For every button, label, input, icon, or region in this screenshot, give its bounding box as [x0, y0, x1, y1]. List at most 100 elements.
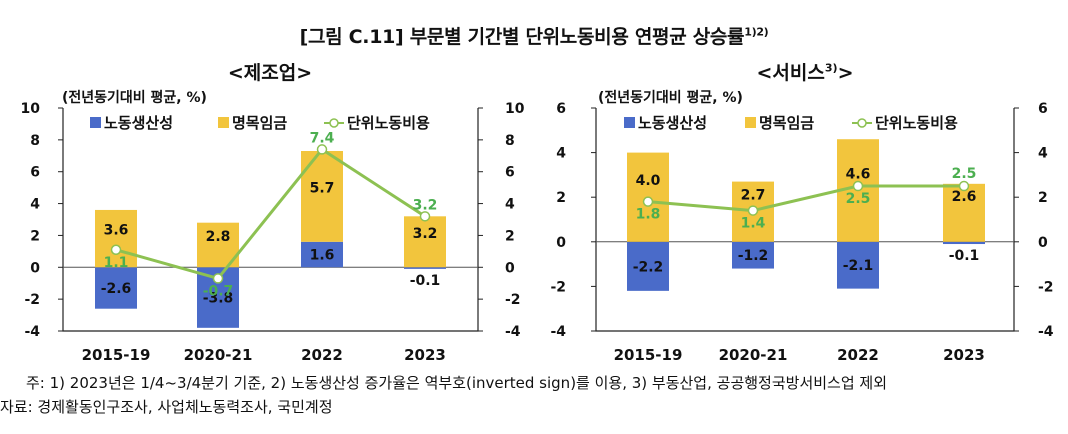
bar-productivity — [732, 241, 774, 269]
plot-frame — [595, 108, 1015, 332]
data-label-productivity: -2.2 — [633, 259, 664, 275]
y-tick-label-left: 2 — [556, 190, 566, 206]
legend-swatch-wage — [218, 117, 229, 128]
data-label-wage: 2.8 — [206, 229, 231, 245]
data-label-ulc: 3.2 — [413, 197, 438, 213]
point-ulc — [747, 205, 759, 216]
point-ulc — [110, 244, 122, 256]
y-tick-label-right: 0 — [505, 260, 515, 276]
y-axis-unit-right: (전년동기대비 평균, %) — [598, 90, 743, 106]
category-label: 2020-21 — [184, 346, 253, 364]
y-tick-label-right: 6 — [505, 165, 515, 181]
category-label: 2015-19 — [614, 346, 683, 364]
legend-swatch-productivity — [624, 117, 635, 128]
legend-swatch-productivity — [90, 117, 101, 128]
y-tick-label-left: 2 — [30, 228, 40, 244]
y-tick-label-right: 4 — [1038, 146, 1048, 162]
y-tick-label-right: -2 — [505, 292, 521, 308]
y-tick-label-left: -4 — [24, 324, 40, 340]
category-label: 2022 — [301, 346, 343, 364]
data-label-wage: 3.6 — [104, 223, 129, 239]
source-note: 자료: 경제활동인구조사, 사업체노동력조사, 국민계정 — [0, 398, 333, 416]
data-label-productivity: -2.1 — [843, 258, 874, 274]
data-label-ulc: 1.8 — [636, 207, 661, 223]
y-tick-label-left: -2 — [550, 279, 566, 295]
point-ulc — [958, 180, 970, 192]
y-tick-label-left: 4 — [556, 146, 566, 162]
panel-title-services: <서비스3)> — [756, 61, 854, 84]
bar-productivity — [404, 267, 446, 269]
legend-marker-ulc — [857, 118, 867, 128]
data-label-productivity: 1.6 — [310, 248, 335, 264]
category-label: 2020-21 — [719, 346, 788, 364]
data-label-productivity: -2.6 — [101, 281, 132, 297]
category-label: 2023 — [404, 346, 446, 364]
category-label: 2022 — [837, 346, 879, 364]
y-tick-label-left: -4 — [550, 324, 566, 340]
y-tick-label-left: 10 — [21, 101, 41, 117]
bar-wage — [943, 183, 985, 242]
y-tick-label-left: 6 — [30, 165, 40, 181]
data-label-wage: 3.2 — [413, 226, 438, 242]
y-tick-label-left: 0 — [30, 260, 40, 276]
data-label-wage: 4.0 — [636, 173, 661, 189]
y-tick-label-right: -2 — [1038, 279, 1054, 295]
bar-productivity — [943, 241, 985, 245]
point-ulc — [419, 211, 431, 222]
y-tick-label-left: 4 — [30, 197, 40, 213]
y-tick-label-left: 8 — [30, 133, 40, 149]
y-tick-label-right: 6 — [1038, 101, 1048, 117]
point-ulc — [852, 180, 864, 192]
y-tick-label-right: -4 — [1038, 324, 1054, 340]
legend-label-ulc: 단위노동비용 — [875, 114, 958, 132]
y-tick-label-right: -4 — [505, 324, 521, 340]
data-label-ulc: 1.1 — [104, 255, 129, 271]
y-tick-label-right: 4 — [505, 197, 515, 213]
category-label: 2023 — [943, 346, 985, 364]
y-tick-label-right: 2 — [1038, 190, 1048, 206]
y-tick-label-left: 6 — [556, 101, 566, 117]
legend-label-wage: 명목임금 — [232, 114, 287, 132]
data-label-ulc: 2.5 — [846, 191, 871, 207]
data-label-ulc: 7.4 — [310, 130, 335, 146]
legend-marker-ulc — [329, 118, 339, 128]
data-label-wage: 5.7 — [310, 180, 335, 196]
bar-productivity — [837, 241, 879, 289]
data-label-ulc: 2.5 — [952, 166, 977, 182]
bar-productivity — [627, 241, 669, 291]
figure-title: [그림 C.11] 부문별 기간별 단위노동비용 연평균 상승률1)2) — [299, 25, 769, 48]
data-label-productivity: -1.2 — [738, 248, 769, 264]
footnote: 주: 1) 2023년은 1/4~3/4분기 기준, 2) 노동생산성 증가율은… — [26, 374, 888, 392]
data-label-productivity: -0.1 — [949, 248, 980, 264]
legend-label-productivity: 노동생산성 — [104, 114, 173, 132]
legend-label-wage: 명목임금 — [759, 114, 814, 132]
panel-title-manufacturing: <제조업> — [227, 62, 313, 84]
bar-wage — [404, 216, 446, 268]
data-label-ulc: 1.4 — [741, 216, 766, 232]
data-label-wage: 2.6 — [952, 189, 977, 205]
legend-swatch-wage — [745, 117, 756, 128]
line-ulc — [647, 184, 964, 213]
bar-wage — [95, 209, 137, 268]
y-axis-unit-left: (전년동기대비 평균, %) — [62, 90, 207, 106]
y-tick-label-left: 0 — [556, 235, 566, 251]
data-label-wage: 4.6 — [846, 167, 871, 183]
category-label: 2015-19 — [82, 346, 151, 364]
point-ulc — [316, 144, 328, 155]
data-label-productivity: -3.8 — [203, 291, 234, 307]
plot-frame — [62, 108, 479, 332]
y-tick-label-right: 0 — [1038, 235, 1048, 251]
bar-productivity — [301, 241, 343, 268]
line-ulc — [115, 147, 426, 281]
y-tick-label-right: 10 — [505, 101, 525, 117]
data-label-wage: 2.7 — [741, 188, 766, 204]
y-tick-label-left: -2 — [24, 292, 40, 308]
legend-label-productivity: 노동생산성 — [638, 114, 707, 132]
y-tick-label-right: 8 — [505, 133, 515, 149]
point-ulc — [642, 196, 654, 207]
data-label-ulc: -0.7 — [203, 283, 234, 299]
data-label-productivity: -0.1 — [410, 273, 441, 289]
y-tick-label-right: 2 — [505, 228, 515, 244]
bar-productivity — [95, 267, 137, 309]
